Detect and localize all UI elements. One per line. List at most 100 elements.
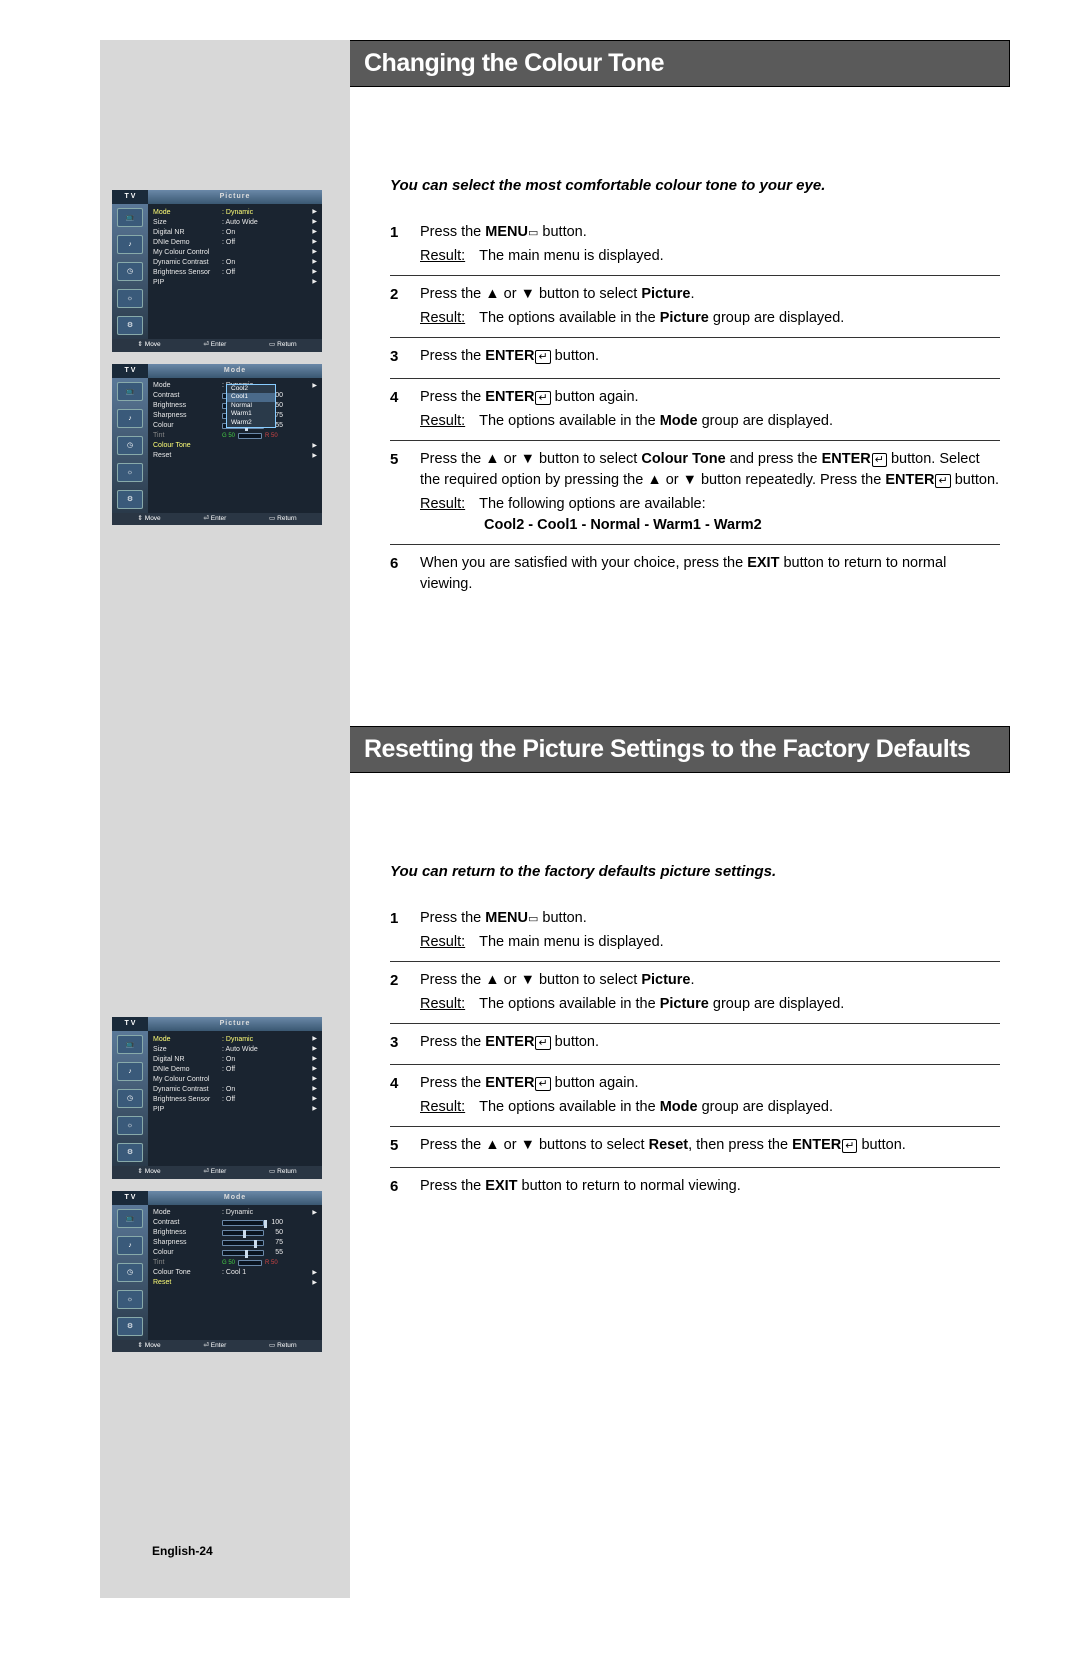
result-label: Result:	[420, 1097, 465, 1118]
menu-item: TintG 50R 50	[153, 1258, 317, 1268]
tv-tab: T V	[112, 1191, 148, 1205]
menu-item: PIP▶	[153, 277, 317, 287]
gear-icon: ⚙	[117, 1317, 143, 1336]
tv-items-3: Mode: Dynamic▶Size: Auto Wide▶Digital NR…	[148, 1031, 322, 1166]
tv-sidebar-icons: 📺 ♪ ◷ ☼ ⚙	[112, 1031, 148, 1166]
step-body: Press the ENTER↵ button.	[420, 1032, 1000, 1056]
step-body: Press the ▲ or ▼ button to select Pictur…	[420, 284, 1000, 329]
menu-item: Digital NR: On▶	[153, 227, 317, 237]
instruction-step: 1Press the MENU▭ button.Result:The main …	[390, 900, 1000, 962]
dropdown-option: Warm1	[227, 410, 275, 419]
instruction-step: 3Press the ENTER↵ button.	[390, 1024, 1000, 1065]
instruction-step: 5Press the ▲ or ▼ button to select Colou…	[390, 441, 1000, 545]
tv-tab: T V	[112, 1017, 148, 1031]
section-intro-2: You can return to the factory defaults p…	[390, 863, 1010, 880]
tv-footer: ⇕Move ⏎Enter ▭Return	[112, 1166, 322, 1179]
steps-list-2: 1Press the MENU▭ button.Result:The main …	[390, 900, 1000, 1208]
result-text: The options available in the Picture gro…	[479, 994, 1000, 1015]
menu-item: Brightness Sensor: Off▶	[153, 267, 317, 277]
instruction-step: 3Press the ENTER↵ button.	[390, 338, 1000, 379]
step-number: 5	[390, 449, 420, 536]
gear-icon: ⚙	[117, 316, 143, 335]
music-icon: ♪	[117, 1236, 143, 1255]
section-title-2: Resetting the Picture Settings to the Fa…	[350, 726, 1010, 773]
tv-menu-picture-2: T V Picture 📺 ♪ ◷ ☼ ⚙ Mode: Dynamic▶Size…	[112, 1017, 322, 1179]
step-number: 2	[390, 284, 420, 329]
gear-icon: ⚙	[117, 490, 143, 509]
step-body: Press the EXIT button to return to norma…	[420, 1176, 1000, 1200]
step-body: Press the ENTER↵ button again.Result:The…	[420, 387, 1000, 432]
tv-sidebar-icons: 📺 ♪ ◷ ☼ ⚙	[112, 204, 148, 339]
step-body: When you are satisfied with your choice,…	[420, 553, 1000, 598]
menu-item: Mode: Dynamic▶	[153, 207, 317, 217]
menu-item: Brightness50	[153, 1228, 317, 1238]
step-number: 4	[390, 387, 420, 432]
instruction-step: 4Press the ENTER↵ button again.Result:Th…	[390, 1065, 1000, 1127]
step-number: 6	[390, 553, 420, 598]
tv-title: Mode	[148, 364, 322, 378]
clock-icon: ◷	[117, 1089, 143, 1108]
menu-item: Brightness Sensor: Off▶	[153, 1094, 317, 1104]
menu-item: Reset▶	[153, 1278, 317, 1288]
screen-icon: 📺	[117, 382, 143, 401]
tv-title: Picture	[148, 190, 322, 204]
menu-item: Sharpness75	[153, 1238, 317, 1248]
screen-icon: 📺	[117, 1035, 143, 1054]
options-list: Cool2 - Cool1 - Normal - Warm1 - Warm2	[484, 515, 1000, 536]
result-label: Result:	[420, 308, 465, 329]
tv-footer: ⇕Move ⏎Enter ▭Return	[112, 339, 322, 352]
page-number: English-24	[112, 1544, 338, 1558]
tv-menu-picture-1: T V Picture 📺 ♪ ◷ ☼ ⚙ Mode: Dynamic▶Size…	[112, 190, 322, 352]
section-title-1: Changing the Colour Tone	[350, 40, 1010, 87]
step-number: 3	[390, 1032, 420, 1056]
tv-items-1: Mode: Dynamic▶Size: Auto Wide▶Digital NR…	[148, 204, 322, 339]
menu-item: Colour Tone▶	[153, 441, 317, 451]
screen-icon: 📺	[117, 208, 143, 227]
dropdown-option: Warm2	[227, 419, 275, 428]
tv-tab: T V	[112, 364, 148, 378]
sun-icon: ☼	[117, 1290, 143, 1309]
instruction-step: 6Press the EXIT button to return to norm…	[390, 1168, 1000, 1208]
menu-item: Mode: Dynamic▶	[153, 1034, 317, 1044]
menu-item: TintG 50R 50	[153, 431, 317, 441]
tv-tab: T V	[112, 190, 148, 204]
screen-icon: 📺	[117, 1209, 143, 1228]
tv-footer: ⇕Move ⏎Enter ▭Return	[112, 1340, 322, 1353]
page: T V Picture 📺 ♪ ◷ ☼ ⚙ Mode: Dynamic▶Size…	[0, 0, 1080, 1658]
result-text: The options available in the Picture gro…	[479, 308, 1000, 329]
result-text: The main menu is displayed.	[479, 246, 1000, 267]
clock-icon: ◷	[117, 262, 143, 281]
step-number: 1	[390, 222, 420, 267]
music-icon: ♪	[117, 409, 143, 428]
instruction-step: 5Press the ▲ or ▼ buttons to select Rese…	[390, 1127, 1000, 1168]
menu-item: PIP▶	[153, 1104, 317, 1114]
tv-menu-mode-1: T V Mode 📺 ♪ ◷ ☼ ⚙ Mode: Dynamic▶Contras…	[112, 364, 322, 526]
menu-item: Size: Auto Wide▶	[153, 217, 317, 227]
menu-item: My Colour Control▶	[153, 1074, 317, 1084]
menu-item: DNIe Demo: Off▶	[153, 237, 317, 247]
menu-item: Mode: Dynamic▶	[153, 1208, 317, 1218]
step-body: Press the MENU▭ button.Result:The main m…	[420, 222, 1000, 267]
step-body: Press the MENU▭ button.Result:The main m…	[420, 908, 1000, 953]
sidebar: T V Picture 📺 ♪ ◷ ☼ ⚙ Mode: Dynamic▶Size…	[100, 40, 350, 1598]
instruction-step: 2Press the ▲ or ▼ button to select Pictu…	[390, 962, 1000, 1024]
tv-menu-mode-2: T V Mode 📺 ♪ ◷ ☼ ⚙ Mode: Dynamic▶Contras…	[112, 1191, 322, 1353]
sun-icon: ☼	[117, 1116, 143, 1135]
menu-item: Dynamic Contrast: On▶	[153, 257, 317, 267]
result-label: Result:	[420, 246, 465, 267]
menu-item: Contrast100	[153, 1218, 317, 1228]
step-body: Press the ENTER↵ button again.Result:The…	[420, 1073, 1000, 1118]
music-icon: ♪	[117, 1062, 143, 1081]
step-number: 3	[390, 346, 420, 370]
menu-item: Digital NR: On▶	[153, 1054, 317, 1064]
dropdown-option: Cool1	[227, 393, 275, 402]
menu-item: My Colour Control▶	[153, 247, 317, 257]
result-label: Result:	[420, 932, 465, 953]
result-label: Result:	[420, 411, 465, 432]
step-number: 5	[390, 1135, 420, 1159]
step-number: 4	[390, 1073, 420, 1118]
tv-sidebar-icons: 📺 ♪ ◷ ☼ ⚙	[112, 1205, 148, 1340]
dropdown-option: Cool2	[227, 385, 275, 394]
result-text: The options available in the Mode group …	[479, 411, 1000, 432]
menu-item: Colour55	[153, 1248, 317, 1258]
